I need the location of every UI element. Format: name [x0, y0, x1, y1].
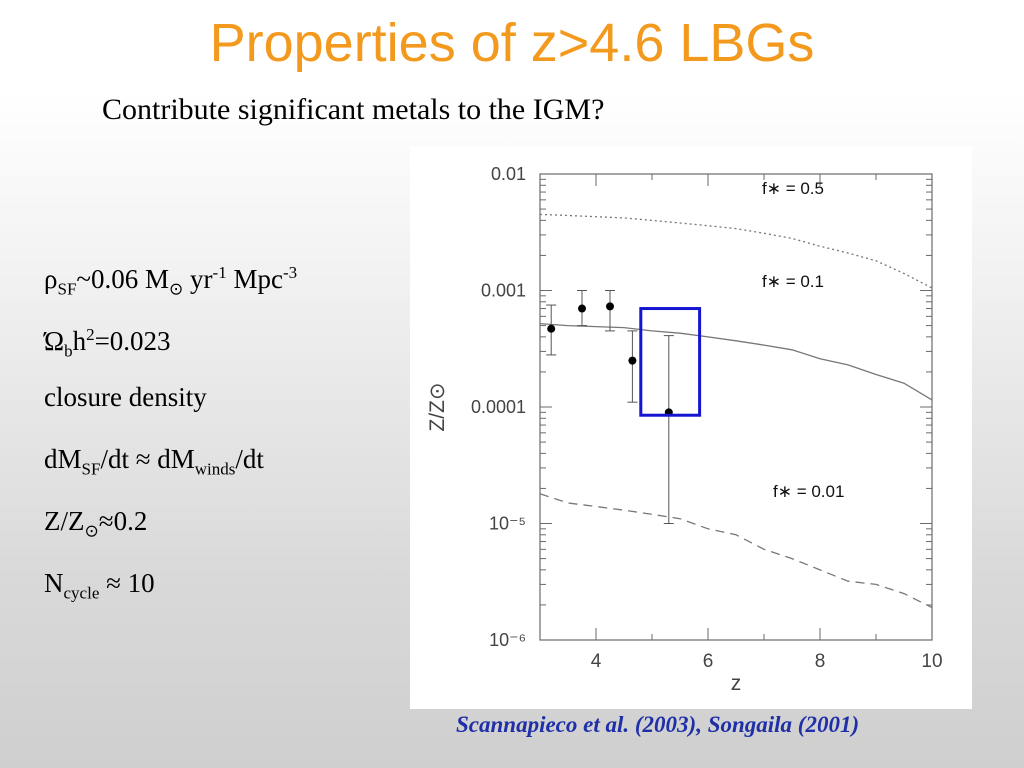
solar-symbol: ⊙: [169, 279, 184, 300]
rho-unit2: Mpc: [226, 264, 283, 294]
ncycle-b: ≈ 10: [99, 568, 155, 598]
slide-title: Properties of z>4.6 LBGs: [209, 13, 815, 73]
omega-h: h: [72, 326, 87, 356]
rho-value: ~0.06 M: [76, 264, 170, 294]
mass-loss-rate: dMSF/dt ≈ dMwinds/dt: [44, 444, 297, 506]
omega-value: =0.023: [94, 326, 171, 356]
chart-svg: 4 6 8 10 0.01 0.001 0.0001 10⁻⁵ 10⁻⁶ z Z/Z⊙ f∗ = 0.…: [426, 164, 943, 695]
z-a: Z/Z: [44, 506, 85, 536]
dm-b: /dt ≈ dM: [100, 444, 195, 474]
star-formation-density: ρSF~0.06 M⊙ yr-1 Mpc-3: [44, 258, 297, 320]
x-tick-label: 6: [703, 651, 714, 672]
plot-frame: [539, 173, 933, 641]
citation: Scannapieco et al. (2003), Songaila (200…: [456, 712, 860, 737]
omega-exp: 2: [86, 325, 95, 344]
ncycle-sub: cycle: [63, 583, 100, 603]
rho-symbol: ρ: [44, 264, 58, 294]
series-label: f∗ = 0.01: [773, 482, 844, 501]
x-tick-label: 8: [815, 651, 826, 672]
z-b: ≈0.2: [98, 506, 148, 536]
closure-density: closure density: [44, 382, 207, 412]
y-tick-label: 10⁻⁶: [489, 630, 526, 650]
omega-sub: b: [64, 341, 73, 361]
x-axis-label: z: [731, 672, 742, 695]
data-point: [606, 302, 614, 311]
data-point: [547, 324, 556, 333]
data-point: [578, 304, 586, 313]
metallicity-plot: 4 6 8 10 0.01 0.001 0.0001 10⁻⁵ 10⁻⁶ z Z/Z⊙ f∗ = 0.…: [410, 146, 972, 709]
dm-a: dM: [44, 444, 82, 474]
y-tick-label: 0.0001: [471, 397, 526, 417]
dm-sub1: SF: [81, 459, 101, 479]
omega-symbol: Ώ: [44, 326, 65, 356]
highlight-box: [639, 307, 702, 417]
series-label: f∗ = 0.5: [762, 179, 824, 198]
x-tick-label: 4: [591, 651, 602, 672]
n-cycle: Ncycle ≈ 10: [44, 568, 297, 630]
dm-sub2: winds: [194, 459, 236, 479]
rho-exp2: -3: [282, 263, 298, 282]
rho-exp1: -1: [212, 263, 227, 282]
ncycle-a: N: [44, 568, 64, 598]
rho-unit1: yr: [183, 264, 213, 294]
data-point: [628, 356, 637, 365]
slide-subtitle: Contribute significant metals to the IGM…: [102, 93, 605, 126]
series-label: f∗ = 0.1: [762, 272, 824, 291]
y-axis-label: Z/Z⊙: [426, 382, 449, 431]
y-tick-label: 0.01: [491, 164, 526, 184]
series-line-dashed: [539, 493, 933, 609]
series-line-dotted: [539, 213, 933, 289]
y-tick-label: 10⁻⁵: [489, 514, 526, 534]
dm-c: /dt: [235, 444, 264, 474]
metallicity: Z/Z⊙≈0.2: [44, 506, 297, 568]
baryon-density: Ώbh2=0.023: [44, 320, 297, 382]
y-tick-label: 0.001: [481, 281, 526, 301]
x-tick-label: 10: [921, 651, 942, 672]
solar-symbol: ⊙: [84, 521, 99, 542]
rho-sub: SF: [57, 279, 77, 299]
properties-list: ρSF~0.06 M⊙ yr-1 Mpc-3 Ώbh2=0.023 closur…: [44, 258, 297, 630]
series-line-solid: [539, 322, 933, 401]
